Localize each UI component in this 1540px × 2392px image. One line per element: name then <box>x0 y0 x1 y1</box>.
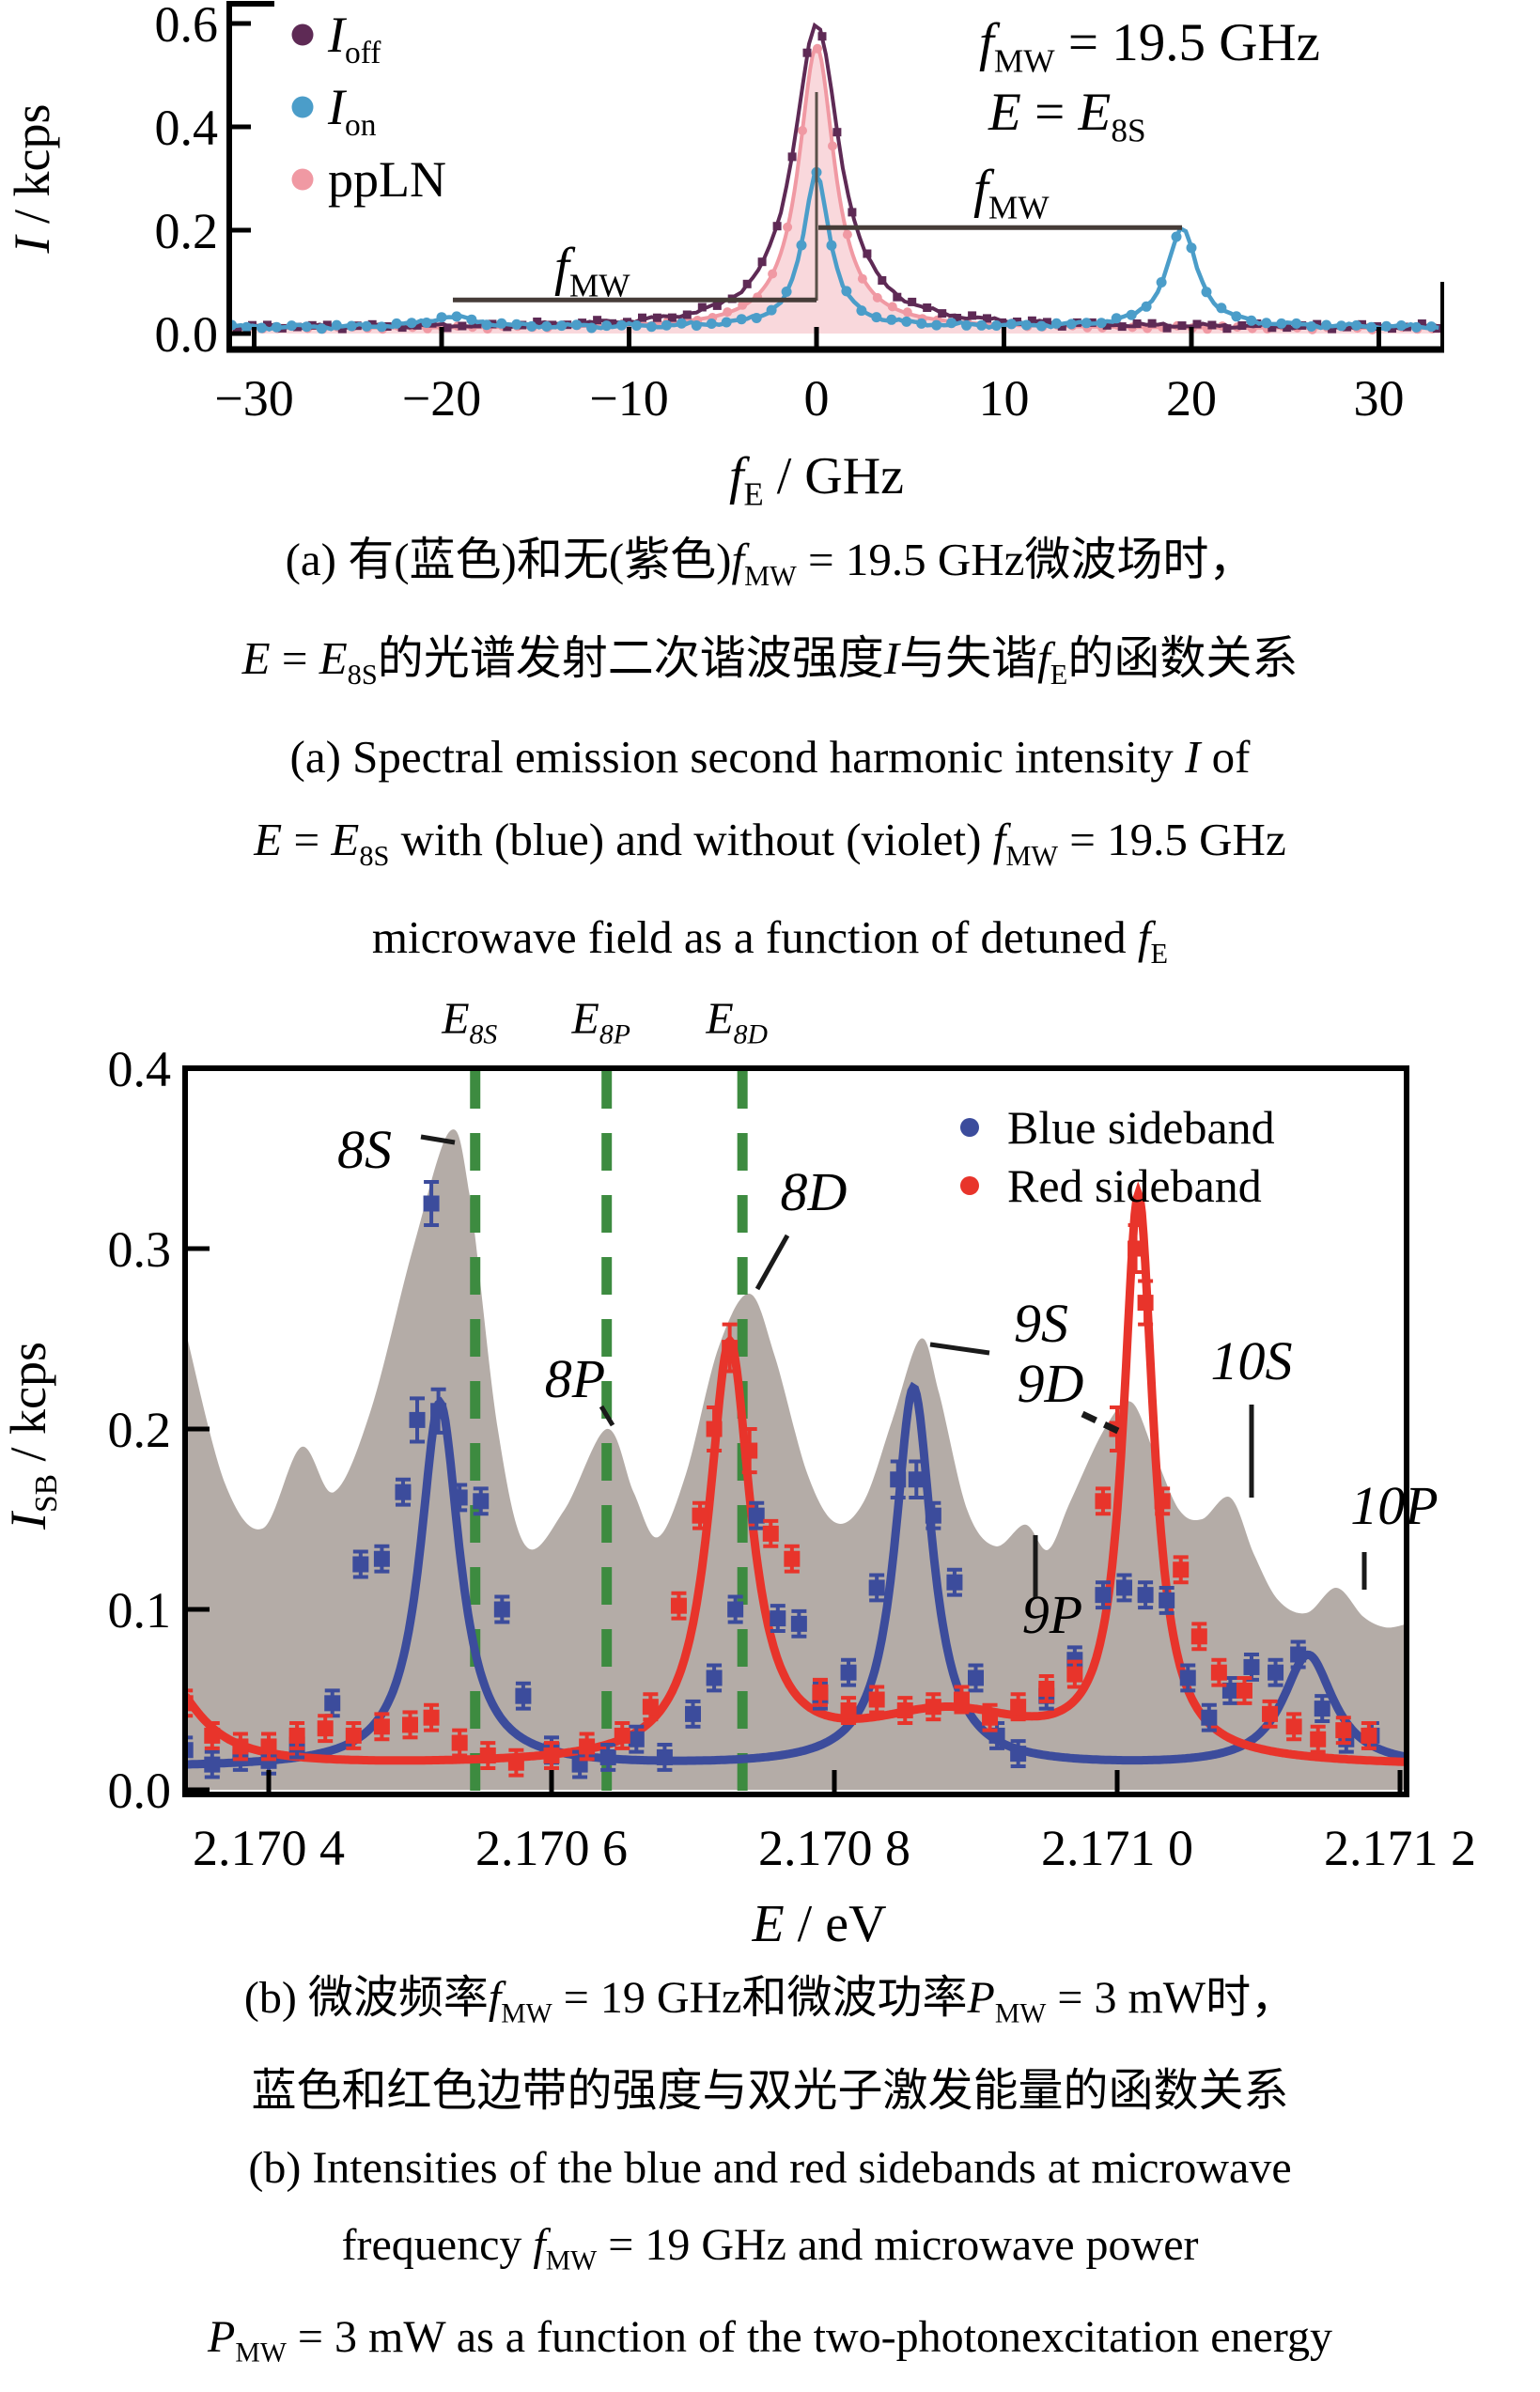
state-pointer-8d <box>754 1234 790 1291</box>
caption-a-line-1: (a) 有(蓝色)和无(紫色)fMW = 19.5 GHz微波场时， <box>285 534 1255 592</box>
panel-b-x-ticks: 2.170 4 2.170 6 2.170 8 2.171 0 2.171 2 <box>193 1770 1476 1876</box>
state-label-8d: 8D <box>781 1161 848 1222</box>
panel-a-y-tick-label: 0.0 <box>155 306 219 363</box>
state-label-8s: 8S <box>337 1119 392 1180</box>
panel-a-x-tick-label: 10 <box>979 370 1030 427</box>
reference-label-3: E8D <box>705 994 768 1050</box>
legend-b-marker-1 <box>960 1118 979 1137</box>
panel-b-x-tick-label: 2.171 2 <box>1324 1820 1476 1876</box>
panel-b-y-tick-label: 0.1 <box>108 1582 172 1639</box>
legend-label-2: Ion <box>327 79 377 143</box>
panel-a-x-tick-label: −20 <box>402 370 481 427</box>
state-label-8p: 8P <box>545 1348 605 1409</box>
caption-a-line-2: E = E8S的光谱发射二次谐波强度I与失谐fE的函数关系 <box>241 631 1299 691</box>
panel-a-x-tick-label: 0 <box>804 370 830 427</box>
panel-b-y-tick-label: 0.4 <box>108 1041 172 1097</box>
caption-panel-b: (b) 微波频率fMW = 19 GHz和微波功率PMW = 3 mW时， 蓝色… <box>0 1960 1540 2392</box>
blue-sideband-curve <box>187 1381 1405 1769</box>
panel-b-y-tick-label: 0.0 <box>108 1763 172 1819</box>
panel-a-y-tick-label: 0.2 <box>155 203 219 259</box>
reference-label-1: E8S <box>441 994 497 1050</box>
red-sideband-points <box>187 1223 1377 1778</box>
fmw-value-annotation: fMW = 19.5 GHz <box>979 13 1320 80</box>
panel-a-x-ticks: −30 −20 −10 0 10 20 30 <box>214 327 1405 427</box>
panel-b-y-axis-title: ISB / kcps <box>0 1342 64 1530</box>
panel-b-x-tick-label: 2.170 8 <box>758 1820 910 1876</box>
state-pointer-9d <box>1081 1410 1126 1437</box>
legend-b-label-1: Blue sideband <box>1007 1101 1275 1154</box>
panel-a-x-tick-label: 30 <box>1354 370 1405 427</box>
reference-label-2: E8P <box>570 994 630 1050</box>
panel-a-y-axis-title: I / kcps <box>4 104 60 255</box>
panel-b-y-tick-label: 0.3 <box>108 1221 172 1278</box>
caption-a-line-4: E = E8S with (blue) and without (violet)… <box>254 813 1286 872</box>
legend-label-3: ppLN <box>328 151 446 208</box>
state-pointer-8p <box>599 1405 615 1427</box>
panel-b-x-tick-label: 2.171 0 <box>1041 1820 1193 1876</box>
panel-b-x-tick-label: 2.170 4 <box>193 1820 345 1876</box>
caption-b-line-1: (b) 微波频率fMW = 19 GHz和微波功率PMW = 3 mW时， <box>243 1973 1297 2029</box>
panel-b-y-tick-label: 0.2 <box>108 1402 172 1458</box>
i-on-markers <box>230 166 1437 334</box>
caption-b-line-2: 蓝色和红色边带的强度与双光子激发能量的函数关系 <box>251 2065 1289 2116</box>
legend-label-1: Ioff <box>327 7 381 70</box>
fmw-annotation-upper: fMW <box>973 160 1050 226</box>
legend-b-marker-2 <box>960 1176 979 1195</box>
panel-a-x-axis-title: fE / GHz <box>729 447 904 512</box>
caption-b-line-4: frequency fMW = 19 GHz and microwave pow… <box>341 2219 1199 2276</box>
state-label-9p: 9P <box>1022 1584 1082 1645</box>
legend-marker-3 <box>291 168 314 191</box>
caption-b-line-5: PMW = 3 mW as a function of the two-phot… <box>208 2312 1332 2369</box>
fmw-annotation-lower: fMW <box>554 238 630 304</box>
caption-panel-a: (a) 有(蓝色)和无(紫色)fMW = 19.5 GHz微波场时， E = E… <box>0 519 1540 995</box>
legend-marker-2 <box>291 96 314 118</box>
panel-b-y-ticks: 0.0 0.1 0.2 0.3 0.4 <box>108 1041 210 1819</box>
legend-marker-1 <box>291 23 314 46</box>
state-label-10s: 10S <box>1211 1330 1293 1391</box>
panel-a-x-tick-label: 20 <box>1166 370 1217 427</box>
state-label-9s: 9S <box>1014 1293 1068 1354</box>
state-pointer-9s <box>929 1342 990 1356</box>
panel-a-y-tick-label: 0.4 <box>155 100 219 156</box>
caption-b-line-3: (b) Intensities of the blue and red side… <box>248 2142 1292 2193</box>
legend-panel-a: Ioff Ion ppLN <box>291 7 446 208</box>
caption-a-line-3: (a) Spectral emission second harmonic in… <box>289 730 1251 783</box>
legend-b-label-2: Red sideband <box>1007 1159 1262 1212</box>
panel-b-x-axis-title: E / eV <box>751 1895 886 1953</box>
state-label-10p: 10P <box>1350 1475 1438 1536</box>
panel-b-x-tick-label: 2.170 6 <box>475 1820 628 1876</box>
panel-a-chart: 0.0 0.2 0.4 0.6 −30 −20 −10 0 10 20 30 fE / GHz I / … <box>4 0 1444 512</box>
panel-a-y-tick-label: 0.6 <box>155 0 219 53</box>
panel-b-plot-area <box>187 1071 1405 1791</box>
panel-a-x-tick-label: −10 <box>589 370 668 427</box>
state-pointer-8s <box>420 1134 456 1145</box>
panel-a-x-tick-label: −30 <box>214 370 293 427</box>
caption-a-line-5: microwave field as a function of detuned… <box>371 911 1169 971</box>
state-label-9d: 9D <box>1018 1353 1084 1414</box>
energy-annotation: E = E8S <box>988 83 1146 149</box>
panel-a-y-ticks: 0.0 0.2 0.4 0.6 <box>155 0 251 363</box>
